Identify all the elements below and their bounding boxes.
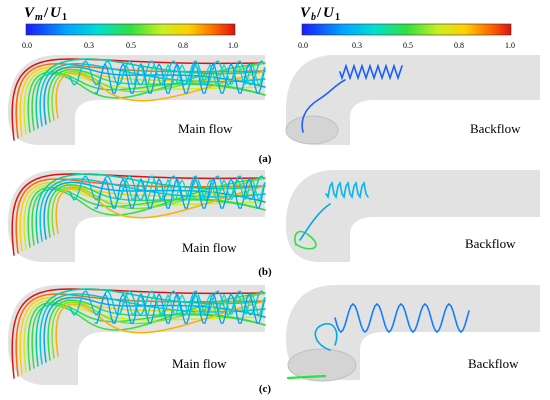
panel-b-main: Main flow [8,170,266,262]
streamline [301,79,346,133]
streamlines-main-b [11,173,266,256]
colorbar-main-tick: 0.3 [84,41,94,50]
colorbar-main-tick: 0.8 [178,41,188,50]
streamline [55,300,266,357]
colorbar-main-tick: 0.5 [126,41,136,50]
streamlines-back-b [294,180,369,250]
streamline [47,299,266,361]
streamline [299,203,331,241]
colorbar-back: V b / U 1 0.0 0.3 0.5 0.8 1.0 [298,5,515,50]
row-tag-c: (c) [259,383,272,395]
streamline [31,292,266,369]
backflow-label-b: Backflow [465,236,516,251]
streamline [94,292,266,324]
colorbar-main-tick: 1.0 [228,41,238,50]
colorbar-back-title-u-sub: 1 [335,12,340,23]
colorbar-back-title-v: V [300,5,312,21]
main-flow-label-b: Main flow [182,240,237,255]
backflow-label-a: Backflow [470,121,521,136]
streamline [325,180,369,200]
colorbar-back-tick: 1.0 [505,41,515,50]
colorbar-main-title-v: V [24,5,36,21]
streamline [11,173,266,256]
streamline [55,185,266,234]
backflow-label-c: Backflow [468,356,519,371]
streamlines-main-a [11,58,266,141]
streamline [27,71,266,133]
colorbar-main-title-sub: m [35,12,43,23]
streamline [94,62,266,94]
colorbar-back-gradient [301,23,512,36]
panel-a-main: Main flow [8,55,266,145]
streamline [119,293,265,315]
streamline [35,288,266,367]
colorbar-back-tick: 0.8 [454,41,464,50]
streamline [286,374,327,380]
streamline [43,66,266,125]
streamline [119,63,265,85]
panel-b-back: Backflow [286,170,540,262]
colorbar-main-tick: 0.0 [22,41,32,50]
colorbar-back-title-sub: b [311,12,316,23]
streamline [94,177,266,209]
colorbar-main-title-u: U [50,5,62,21]
streamline [294,230,317,250]
streamline [11,58,266,141]
colorbar-back-tick: 0.5 [403,41,413,50]
colorbar-back-tick: 0.0 [298,41,308,50]
pipe-inlet [285,115,339,145]
panel-c-main: Main flow [8,285,266,385]
streamlines-back-a [301,63,403,133]
main-flow-label-a: Main flow [178,121,233,136]
streamline [55,70,266,119]
colorbar-main-gradient [25,23,236,36]
streamline [334,302,470,334]
streamlines-main-c [11,288,266,379]
colorbar-back-tick: 0.3 [352,41,362,50]
colorbar-main-title-u-sub: 1 [62,12,67,23]
row-tag-a: (a) [259,153,272,165]
streamline [11,288,266,379]
colorbar-main-title-slash: / [43,5,49,21]
streamline [314,323,338,351]
colorbar-back-title-u: U [323,5,335,21]
streamline [43,181,266,240]
streamline [31,62,266,131]
panel-a-back: Backflow [285,55,540,145]
streamline [27,302,266,371]
streamline [31,177,266,246]
streamline [119,178,265,200]
row-tag-b: (b) [258,266,272,278]
colorbar-main: V m / U 1 0.0 0.3 0.5 0.8 1.0 [22,5,238,50]
streamlines-back-c [286,302,470,380]
colorbar-back-title-slash: / [316,5,322,21]
main-flow-label-c: Main flow [172,356,227,371]
streamline [27,186,266,248]
panel-c-back: Backflow [286,285,540,382]
pipe-inlet [287,348,357,382]
streamline [339,63,403,81]
